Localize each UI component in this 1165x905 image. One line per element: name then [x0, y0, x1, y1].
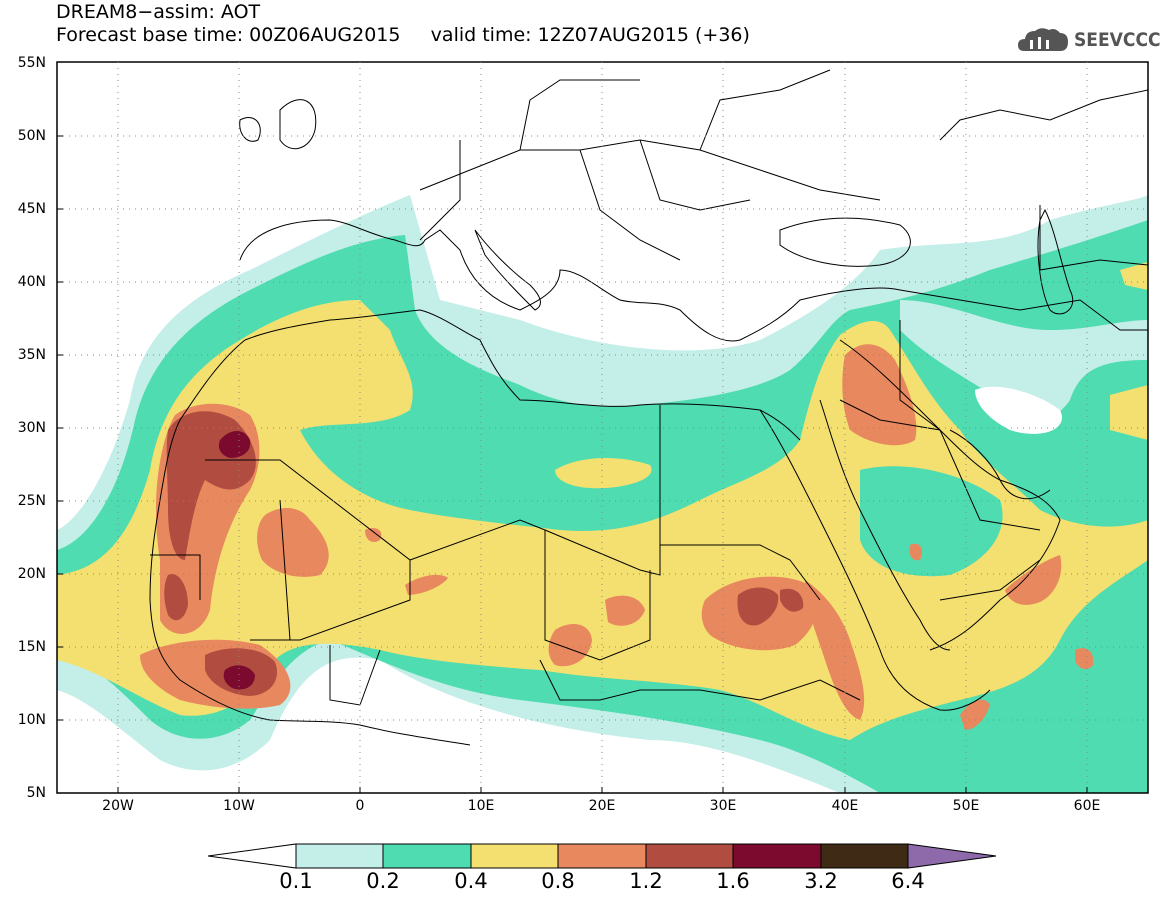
- country-borders: [149, 69, 1148, 746]
- forecast-time-line: Forecast base time: 00Z06AUG2015 valid t…: [56, 24, 750, 46]
- lon-label: 60E: [1073, 798, 1101, 814]
- colorbar-label: 6.4: [891, 869, 925, 893]
- lat-label: 40N: [17, 274, 46, 290]
- lat-label: 45N: [17, 201, 46, 217]
- lon-label: 0: [355, 798, 365, 814]
- logo-text: SEEVCCC: [1074, 29, 1161, 51]
- aot-contour-1.6: [218, 431, 255, 690]
- colorbar-label: 1.2: [629, 869, 663, 893]
- lat-label: 30N: [17, 420, 46, 436]
- lat-label: 35N: [17, 347, 46, 363]
- lat-label: 55N: [17, 55, 46, 71]
- lon-label: 20W: [102, 798, 134, 814]
- colorbar-label: 1.6: [716, 869, 750, 893]
- lon-label: 40E: [831, 798, 859, 814]
- lon-label: 10W: [223, 798, 255, 814]
- lon-label: 20E: [588, 798, 616, 814]
- seevccc-logo: SEEVCCC: [1016, 25, 1161, 55]
- colorbar-label: 0.2: [366, 869, 400, 893]
- lat-label: 15N: [17, 639, 46, 655]
- colorbar-label: 0.1: [279, 869, 313, 893]
- lat-label: 10N: [17, 712, 46, 728]
- lat-label: 25N: [17, 493, 46, 509]
- lon-label: 10E: [467, 798, 495, 814]
- map-title: DREAM8−assim: AOT: [56, 1, 261, 23]
- colorbar-label: 0.8: [541, 869, 575, 893]
- colorbar-label: 3.2: [804, 869, 838, 893]
- lon-label: 30E: [709, 798, 737, 814]
- lon-label: 50E: [952, 798, 980, 814]
- axis-ticks: [57, 135, 1088, 793]
- lat-label: 20N: [17, 566, 46, 582]
- lat-label: 50N: [17, 128, 46, 144]
- colorbar-label: 0.4: [454, 869, 488, 893]
- cloud-icon: [1018, 28, 1068, 51]
- lat-label: 5N: [26, 785, 46, 801]
